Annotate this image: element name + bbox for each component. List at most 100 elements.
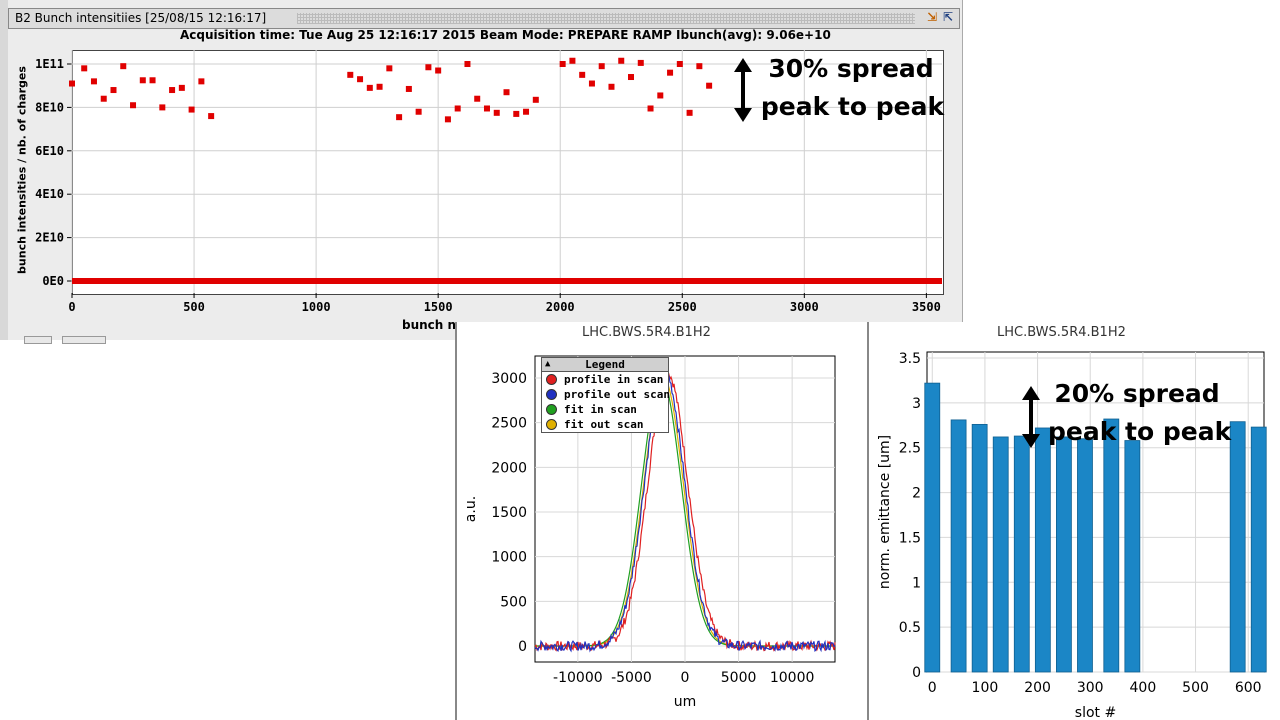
emittance-bar [1013,435,1030,673]
bunch-point [69,80,75,87]
legend-entry-profile-out: profile out scan [542,387,670,402]
profile-chart-title: LHC.BWS.5R4.B1H2 [582,325,711,340]
bunch-point [357,76,364,83]
bunch-point [637,59,644,66]
profile-y-tick-label: 0 [518,639,527,655]
bunch-point [686,109,693,116]
bottom-annotation-line1: 20% spread [1054,379,1220,408]
bunch-point [130,102,137,109]
emittance-bar [950,419,967,673]
window-left-edge [0,0,8,340]
emittance-x-tick-label: 300 [1077,680,1104,696]
intensity-y-axis-label: bunch intensities / nb. of charges [15,66,29,274]
emittance-y-tick-label: 1 [912,575,921,591]
bottom-annotation-line2: peak to peak [1048,417,1232,446]
emittance-y-tick-label: 0 [912,665,921,681]
profile-x-tick-label: 5000 [721,670,757,686]
emittance-bar [1077,438,1093,673]
window-titlebar[interactable]: B2 Bunch intensitiies [25/08/15 12:16:17… [8,8,960,29]
profile-x-tick-label: -5000 [611,670,652,686]
emittance-chart: 0 0.5 1 1.5 2 2.5 3 3.5 0 100 200 300 400 500 600 slot … [877,351,1267,720]
top-annotation-line2: peak to peak [760,92,945,121]
bunch-point [503,89,510,96]
bunch-point [415,108,422,115]
bunch-point [647,105,654,112]
bunch-point [696,63,703,70]
legend-header[interactable]: ▲ Legend [542,358,668,372]
profile-y-tick-label: 500 [500,594,527,610]
emittance-x-tick-label: 200 [1024,680,1051,696]
bunch-point [376,83,383,90]
intensity-x-tick-label: 3000 [790,300,819,314]
profile-y-tick-label: 2000 [491,460,527,476]
bunch-point [676,61,683,67]
bunch-point [396,114,403,121]
profile-x-tick-label: -10000 [553,670,603,686]
emittance-x-tick-label: 600 [1235,680,1262,696]
bunch-point [474,95,481,102]
emittance-y-tick-label: 1.5 [899,530,921,546]
emittance-bar [924,382,941,673]
legend-entry-fit-out: fit out scan [542,417,668,432]
profile-x-tick-label: 0 [681,670,690,686]
top-spread-arrow [734,58,752,122]
emittance-x-axis-label: slot # [1075,705,1116,720]
profile-y-tick-label: 3000 [491,371,527,387]
legend-entry-profile-in: profile in scan [542,372,668,387]
profile-y-tick-label: 1000 [491,550,527,566]
bunch-point [81,65,88,72]
emittance-y-tick-label: 2.5 [899,441,921,457]
bunch-point [100,95,107,102]
bunch-point [454,105,461,112]
bunch-point [667,69,674,76]
emittance-y-tick-label: 3 [912,396,921,412]
tab-stub-1[interactable] [24,336,52,344]
emittance-bar [1056,436,1072,673]
emittance-y-tick-label: 0.5 [899,620,921,636]
bunch-point [493,109,500,116]
bunch-point [208,113,215,120]
blue-dot-icon [546,389,557,400]
bunch-point [588,80,595,87]
legend-collapse-icon[interactable]: ▲ [545,359,551,369]
bunch-point [120,63,127,70]
emittance-bar [1250,426,1267,673]
emittance-bar [1034,427,1051,673]
bunch-point [386,65,393,72]
bunch-point [532,96,539,103]
intensity-x-tick-label: 2500 [668,300,697,314]
yellow-dot-icon [546,419,557,430]
emittance-x-tick-label: 500 [1182,680,1209,696]
bunch-point [149,77,156,84]
emittance-chart-title: LHC.BWS.5R4.B1H2 [997,325,1126,340]
bunch-point [405,85,412,92]
bunch-point [598,63,605,70]
bunch-point [523,108,530,115]
bunch-point [706,82,713,89]
intensity-x-tick-label: 1500 [424,300,453,314]
emittance-bar [1103,418,1120,673]
emittance-bar [1229,421,1246,673]
profile-legend: ▲ Legend profile in scan profile out sca… [541,357,670,433]
titlebar-grip [297,13,915,24]
emittance-bar [1124,440,1141,673]
intensity-x-axis-label: bunch n [402,318,457,332]
acquisition-info: Acquisition time: Tue Aug 25 12:16:17 20… [180,28,831,42]
tab-stub-2[interactable] [62,336,106,344]
bunch-point [618,57,625,64]
profile-y-tick-label: 1500 [491,505,527,521]
undock-icon[interactable]: ⇲ [926,10,938,24]
bunch-point [347,71,354,78]
bunch-point [579,71,586,78]
bunch-intensity-chart: 0E0 2E10 4E10 6E10 8E10 1E11 0 500 1000 1500 2000 2… [35,50,942,314]
bunch-point [569,57,576,64]
bunch-point [198,78,205,85]
emittance-bar [971,423,988,673]
bunch-point [110,87,117,94]
bunch-point [513,110,520,117]
intensity-y-tick-label: 1E11 [35,57,64,71]
intensity-y-tick-label: 0E0 [42,274,64,288]
profile-x-tick-label: 10000 [770,670,815,686]
bunch-point [139,77,146,84]
maximize-icon[interactable]: ⇱ [942,10,954,24]
